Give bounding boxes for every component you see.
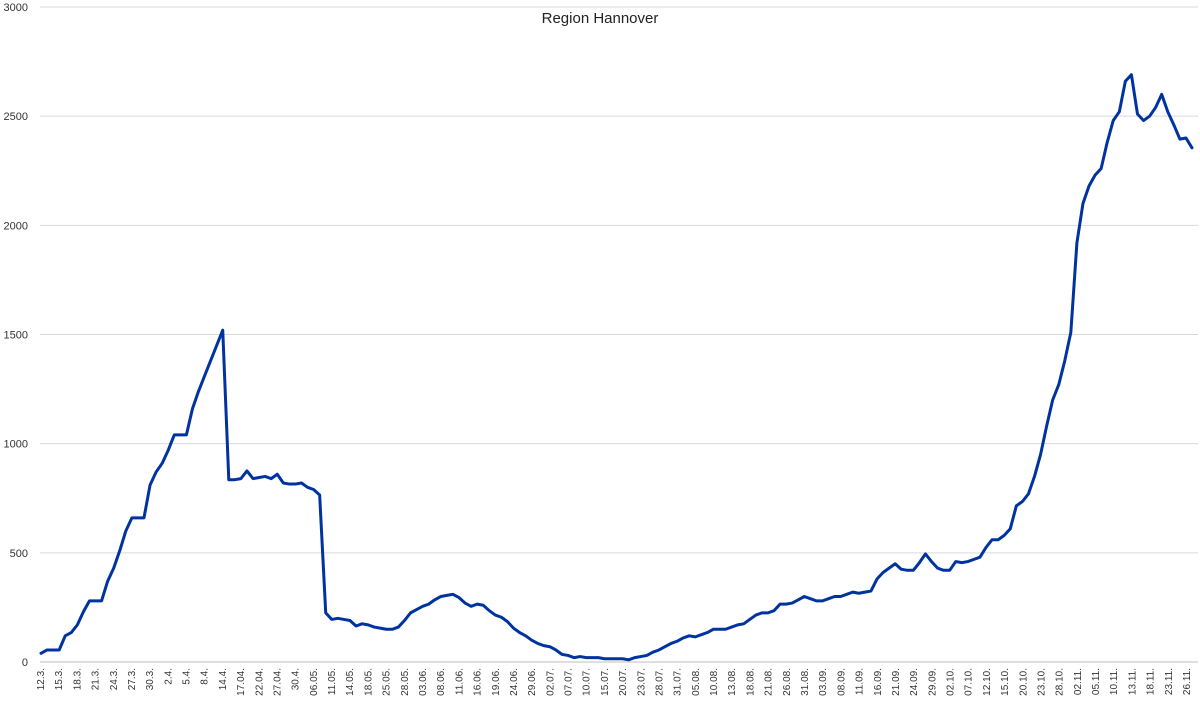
x-tick-label: 07.07.	[564, 668, 575, 696]
x-tick-label: 8.4.	[200, 668, 211, 685]
x-tick-label: 17.04.	[236, 668, 247, 696]
y-tick-label: 3000	[4, 2, 28, 14]
x-tick-label: 27.04.	[272, 668, 283, 696]
x-tick-label: 31.08.	[800, 668, 811, 696]
x-tick-label: 25.05.	[382, 668, 393, 696]
x-tick-label: 05.11.	[1091, 668, 1102, 695]
x-tick-label: 28.05.	[400, 668, 411, 696]
x-tick-label: 22.04.	[254, 668, 265, 696]
x-tick-label: 23.07.	[636, 668, 647, 696]
x-tick-label: 11.06.	[454, 668, 465, 695]
x-tick-label: 14.05.	[345, 668, 356, 696]
chart-title: Region Hannover	[542, 10, 659, 27]
x-tick-label: 12.3.	[36, 668, 47, 690]
x-tick-label: 13.11.	[1127, 668, 1138, 695]
x-tick-label: 03.09.	[818, 668, 829, 696]
x-tick-label: 18.11.	[1146, 668, 1157, 695]
x-tick-label: 10.07.	[582, 668, 593, 696]
x-tick-label: 16.06.	[473, 668, 484, 696]
x-tick-label: 13.08.	[727, 668, 738, 696]
x-tick-label: 08.09.	[836, 668, 847, 696]
x-tick-label: 11.09.	[855, 668, 866, 695]
y-axis-ticks: 0 500 1000 1500 2000 2500 3000	[4, 2, 28, 669]
y-tick-label: 1500	[4, 330, 28, 342]
x-tick-label: 28.07.	[654, 668, 665, 696]
x-tick-label: 24.09.	[909, 668, 920, 696]
x-tick-label: 20.07.	[618, 668, 629, 696]
x-tick-label: 02.11.	[1073, 668, 1084, 695]
x-tick-label: 19.06.	[491, 668, 502, 696]
x-tick-label: 23.11.	[1164, 668, 1175, 695]
y-tick-label: 2000	[4, 220, 28, 232]
x-tick-label: 07.10.	[964, 668, 975, 696]
x-tick-label: 12.10.	[982, 668, 993, 696]
x-tick-label: 02.10.	[946, 668, 957, 696]
x-tick-label: 16.09.	[873, 668, 884, 696]
x-tick-label: 06.05.	[309, 668, 320, 696]
x-tick-label: 11.05.	[327, 668, 338, 695]
x-tick-label: 03.06.	[418, 668, 429, 696]
x-tick-label: 05.08.	[691, 668, 702, 696]
x-tick-label: 18.08.	[745, 668, 756, 696]
x-tick-label: 2.4.	[163, 668, 174, 685]
x-tick-label: 10.11.	[1109, 668, 1120, 695]
series-line	[39, 73, 1194, 662]
x-axis-ticks: 12.3. 15.3. 18.3. 21.3. 24.3. 27.3. 30.3. 2.4. 5…	[36, 668, 1193, 696]
x-tick-label: 29.06.	[527, 668, 538, 696]
x-tick-label: 20.10.	[1018, 668, 1029, 696]
y-tick-label: 500	[10, 548, 28, 560]
x-tick-label: 30.4.	[291, 668, 302, 690]
x-tick-label: 21.3.	[91, 668, 102, 690]
y-tick-label: 2500	[4, 111, 28, 123]
x-tick-label: 27.3.	[127, 668, 138, 690]
series-layer	[39, 73, 1194, 662]
x-tick-label: 26.08.	[782, 668, 793, 696]
x-tick-label: 24.06.	[509, 668, 520, 696]
y-tick-label: 1000	[4, 439, 28, 451]
x-tick-label: 5.4.	[182, 668, 193, 685]
x-tick-label: 23.10.	[1036, 668, 1047, 696]
x-tick-label: 15.10.	[1000, 668, 1011, 696]
x-tick-label: 31.07.	[673, 668, 684, 696]
x-tick-label: 10.08.	[709, 668, 720, 696]
x-tick-label: 29.09.	[927, 668, 938, 696]
x-tick-label: 02.07.	[545, 668, 556, 696]
x-tick-label: 30.3.	[145, 668, 156, 690]
y-tick-label: 0	[22, 657, 28, 669]
x-tick-label: 21.08.	[764, 668, 775, 696]
grid-lines	[40, 6, 1198, 663]
x-tick-label: 08.06.	[436, 668, 447, 696]
x-tick-label: 14.4.	[218, 668, 229, 690]
x-tick-label: 18.05.	[363, 668, 374, 696]
x-tick-label: 15.07.	[600, 668, 611, 696]
x-tick-label: 24.3.	[109, 668, 120, 690]
x-tick-label: 18.3.	[72, 668, 83, 690]
x-tick-label: 28.10.	[1055, 668, 1066, 696]
x-tick-label: 21.09.	[891, 668, 902, 696]
x-tick-label: 15.3.	[54, 668, 65, 690]
x-tick-label: 26.11.	[1182, 668, 1193, 695]
